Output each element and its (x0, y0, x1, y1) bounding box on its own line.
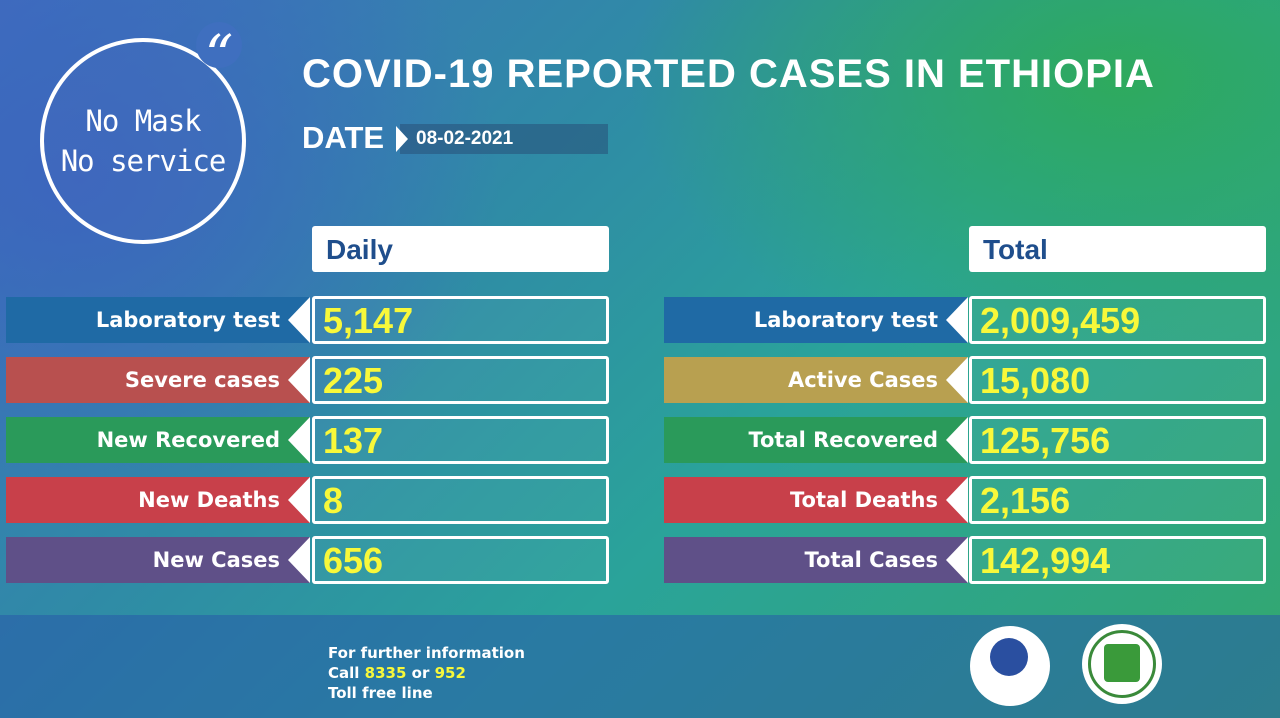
daily-label-0: Laboratory test (6, 297, 310, 343)
date-label: DATE (302, 120, 385, 155)
daily-label-2: New Recovered (6, 417, 310, 463)
phone-number-2: 952 (434, 664, 466, 682)
globe-icon (990, 638, 1028, 676)
daily-value-2: 137 (312, 416, 609, 464)
total-label-1: Active Cases (664, 357, 968, 403)
date-arrow-icon (396, 126, 408, 152)
daily-heading: Daily (312, 226, 609, 272)
total-value-2: 125,756 (969, 416, 1266, 464)
daily-label-4: New Cases (6, 537, 310, 583)
total-label-text-3: Total Deaths (789, 488, 938, 512)
info-line-3: Toll free line (328, 684, 433, 702)
quote-icon: “ (196, 22, 242, 89)
daily-label-text-3: New Deaths (138, 488, 280, 512)
info-line-2: Call 8335 or 952 (328, 663, 525, 683)
no-mask-badge: No Mask No service (40, 38, 246, 244)
daily-label-text-2: New Recovered (96, 428, 280, 452)
total-value-0: 2,009,459 (969, 296, 1266, 344)
total-label-text-2: Total Recovered (748, 428, 938, 452)
pointer-notch-icon (288, 537, 310, 583)
daily-value-0: 5,147 (312, 296, 609, 344)
daily-label-3: New Deaths (6, 477, 310, 523)
footer-band (0, 615, 1280, 718)
total-value-4: 142,994 (969, 536, 1266, 584)
badge-line-1: No Mask (85, 104, 201, 138)
daily-label-text-1: Severe cases (124, 368, 280, 392)
public-health-institute-logo-icon (1082, 624, 1162, 704)
daily-label-1: Severe cases (6, 357, 310, 403)
total-heading: Total (969, 226, 1266, 272)
daily-value-4: 656 (312, 536, 609, 584)
daily-value-1: 225 (312, 356, 609, 404)
pointer-notch-icon (946, 357, 968, 403)
pointer-notch-icon (288, 477, 310, 523)
pointer-notch-icon (288, 357, 310, 403)
info-line-1: For further information (328, 644, 525, 662)
daily-label-text-0: Laboratory test (95, 308, 280, 332)
badge-line-2: No service (60, 144, 227, 178)
pointer-notch-icon (946, 417, 968, 463)
or-text: or (411, 664, 430, 682)
pointer-notch-icon (946, 297, 968, 343)
total-label-text-4: Total Cases (804, 548, 938, 572)
total-label-0: Laboratory test (664, 297, 968, 343)
daily-label-text-4: New Cases (152, 548, 280, 572)
page-title: COVID-19 REPORTED CASES IN ETHIOPIA (302, 52, 1155, 96)
seal-ring-icon (1088, 630, 1156, 698)
pointer-notch-icon (946, 477, 968, 523)
total-label-3: Total Deaths (664, 477, 968, 523)
total-label-4: Total Cases (664, 537, 968, 583)
ministry-of-health-logo-icon (970, 626, 1050, 706)
date-box (400, 124, 608, 154)
pointer-notch-icon (288, 417, 310, 463)
total-value-3: 2,156 (969, 476, 1266, 524)
daily-value-3: 8 (312, 476, 609, 524)
pointer-notch-icon (288, 297, 310, 343)
call-prefix: Call (328, 664, 360, 682)
total-label-text-1: Active Cases (787, 368, 938, 392)
total-label-text-0: Laboratory test (753, 308, 938, 332)
total-value-1: 15,080 (969, 356, 1266, 404)
contact-info: For further information Call 8335 or 952… (328, 643, 525, 703)
building-icon (1104, 644, 1140, 682)
phone-number-1: 8335 (364, 664, 407, 682)
total-label-2: Total Recovered (664, 417, 968, 463)
date-value: 08-02-2021 (416, 128, 514, 149)
pointer-notch-icon (946, 537, 968, 583)
